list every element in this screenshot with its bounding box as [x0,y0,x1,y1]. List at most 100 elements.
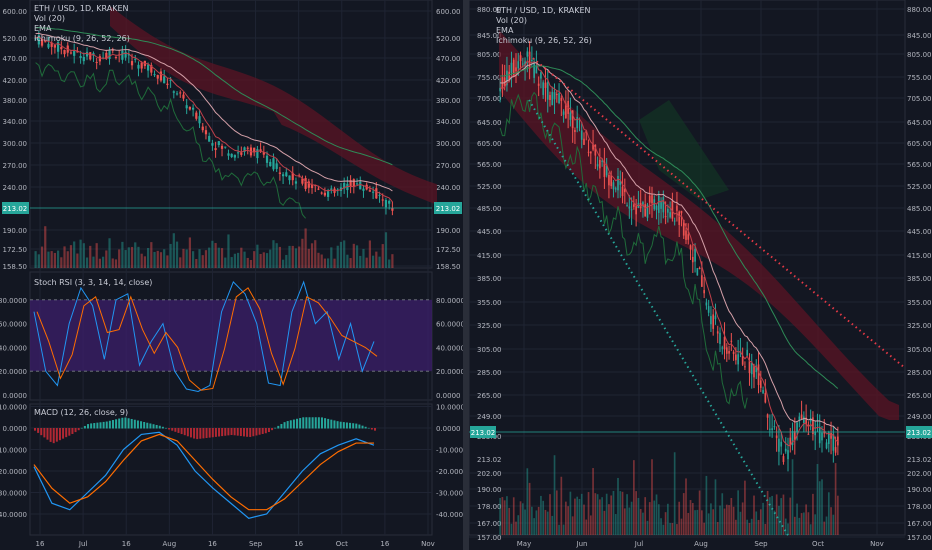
right-candle [830,433,832,439]
macd-histogram-bar [168,428,171,430]
macd-histogram-bar [211,428,214,438]
right-candle [707,306,710,313]
right-y-tick: 525.00 [477,183,502,191]
macd-histogram-bar [199,428,202,439]
right-legend-ichimoku[interactable]: Ichimoku (9, 26, 52, 26) [496,36,592,45]
macd-histogram-bar [286,421,289,429]
right-volume-bar [728,505,730,535]
macd-histogram-bar [186,428,189,437]
right-candle [827,432,830,445]
right-y-tick: 415.00 [477,252,502,260]
right-candle [773,426,776,428]
right-volume-bar [642,512,644,535]
right-y-tick: 565.00 [477,161,502,169]
macd-histogram-bar [155,424,158,429]
left-volume-bar [195,258,198,268]
left-candle [140,62,143,69]
macd-histogram-bar [74,428,77,433]
left-volume-bar [282,259,285,268]
right-volume-bar [775,494,778,535]
right-chart-canvas[interactable]: May Jun Jul Aug Sep Oct Nov 880.00 880.00 845.00 8… [469,0,932,550]
right-y-tick-right: 485.00 [907,205,932,213]
stoch-title[interactable]: Stoch RSI (3, 3, 14, 14, close) [34,278,153,287]
left-chart-panel[interactable]: 16 Jul 16 Aug 16 Sep 16 Oct 16 Nov 600.00 600.00 520… [0,0,463,550]
macd-histogram-bar [324,418,327,429]
right-y-tick-right: 525.00 [907,183,932,191]
left-y-tick-right: 240.00 [436,184,461,192]
macd-histogram-bar [349,422,352,429]
left-y-tick-right: 520.00 [436,35,461,43]
macd-histogram-bar [370,428,373,430]
right-volume-bar [580,493,583,535]
left-candle [108,50,111,59]
left-y-tick: 600.00 [3,8,28,16]
right-y-tick: 249.00 [477,413,502,421]
left-legend-symbol[interactable]: ETH / USD, 1D, KRAKEN [34,4,129,13]
left-x-tick: Jul [78,540,88,548]
left-volume-bar [298,246,301,268]
right-volume-bar [626,494,628,535]
left-y-tick: 190.00 [3,227,28,235]
right-candle [662,197,665,213]
right-y-tick-right: 605.00 [907,140,932,148]
right-volume-bar [687,512,690,535]
left-volume-bar [114,259,118,268]
right-volume-bar [633,460,635,535]
right-y-tick-right: 415.00 [907,252,932,260]
right-volume-bar [535,510,538,535]
right-y-tick-right: 305.00 [907,346,932,354]
macd-histogram-bar [202,428,205,439]
right-volume-bar [678,501,681,535]
right-candle [646,204,649,218]
right-candle [614,188,617,190]
right-candle [746,349,749,356]
right-candle [685,230,687,240]
macd-histogram-bar [55,428,58,442]
left-legend-ichimoku[interactable]: Ichimoku (9, 26, 52, 26) [34,34,130,43]
left-candle [156,75,159,79]
macd-histogram-bar [224,428,227,436]
stoch-y-tick-right: 80.0000 [436,297,463,305]
left-candle [82,56,85,62]
macd-y-tick: -30.0000 [0,490,27,498]
right-volume-bar [671,522,674,535]
right-candle [755,365,758,373]
right-legend-vol[interactable]: Vol (20) [496,16,527,25]
left-volume-bar [262,252,265,268]
right-y-tick: 445.00 [477,228,502,236]
left-y-tick: 300.00 [3,140,28,148]
right-legend: ETH / USD, 1D, KRAKEN Vol (20) EMA Ichim… [496,6,592,46]
left-chart-canvas[interactable]: 16 Jul 16 Aug 16 Sep 16 Oct 16 Nov 600.00 600.00 520… [0,0,463,550]
right-volume-bar [544,509,547,535]
right-volume-bar [553,455,556,535]
left-candle [327,191,330,197]
panel-divider[interactable] [463,0,469,550]
macd-title[interactable]: MACD (12, 26, close, 9) [34,408,129,417]
macd-histogram-bar [214,428,217,437]
left-candle [185,105,188,109]
right-y-tick-right: 325.00 [907,322,932,330]
left-candle [204,130,208,135]
right-chart-panel[interactable]: May Jun Jul Aug Sep Oct Nov 880.00 880.00 845.00 8… [469,0,932,550]
macd-histogram-bar [158,425,161,429]
right-legend-ema[interactable]: EMA [496,26,514,35]
left-volume-bar [285,254,288,268]
left-ema-slow [35,27,393,166]
left-candle [278,172,281,174]
left-candle [307,181,310,188]
macd-histogram-bar [292,419,295,429]
left-legend-vol[interactable]: Vol (20) [34,14,65,23]
left-legend: ETH / USD, 1D, KRAKEN Vol (20) EMA Ichim… [34,4,130,44]
right-legend-symbol[interactable]: ETH / USD, 1D, KRAKEN [496,6,591,15]
right-candle [803,416,805,424]
right-volume-bar [508,507,511,535]
left-candle [291,172,294,181]
left-candle [153,74,156,76]
right-volume-bar [562,524,565,535]
macd-histogram-bar [40,428,43,436]
left-volume-bar [317,252,320,268]
macd-histogram-bar [314,417,317,429]
left-legend-ema[interactable]: EMA [34,24,52,33]
right-volume-bar [517,515,520,535]
right-candle [812,417,814,434]
